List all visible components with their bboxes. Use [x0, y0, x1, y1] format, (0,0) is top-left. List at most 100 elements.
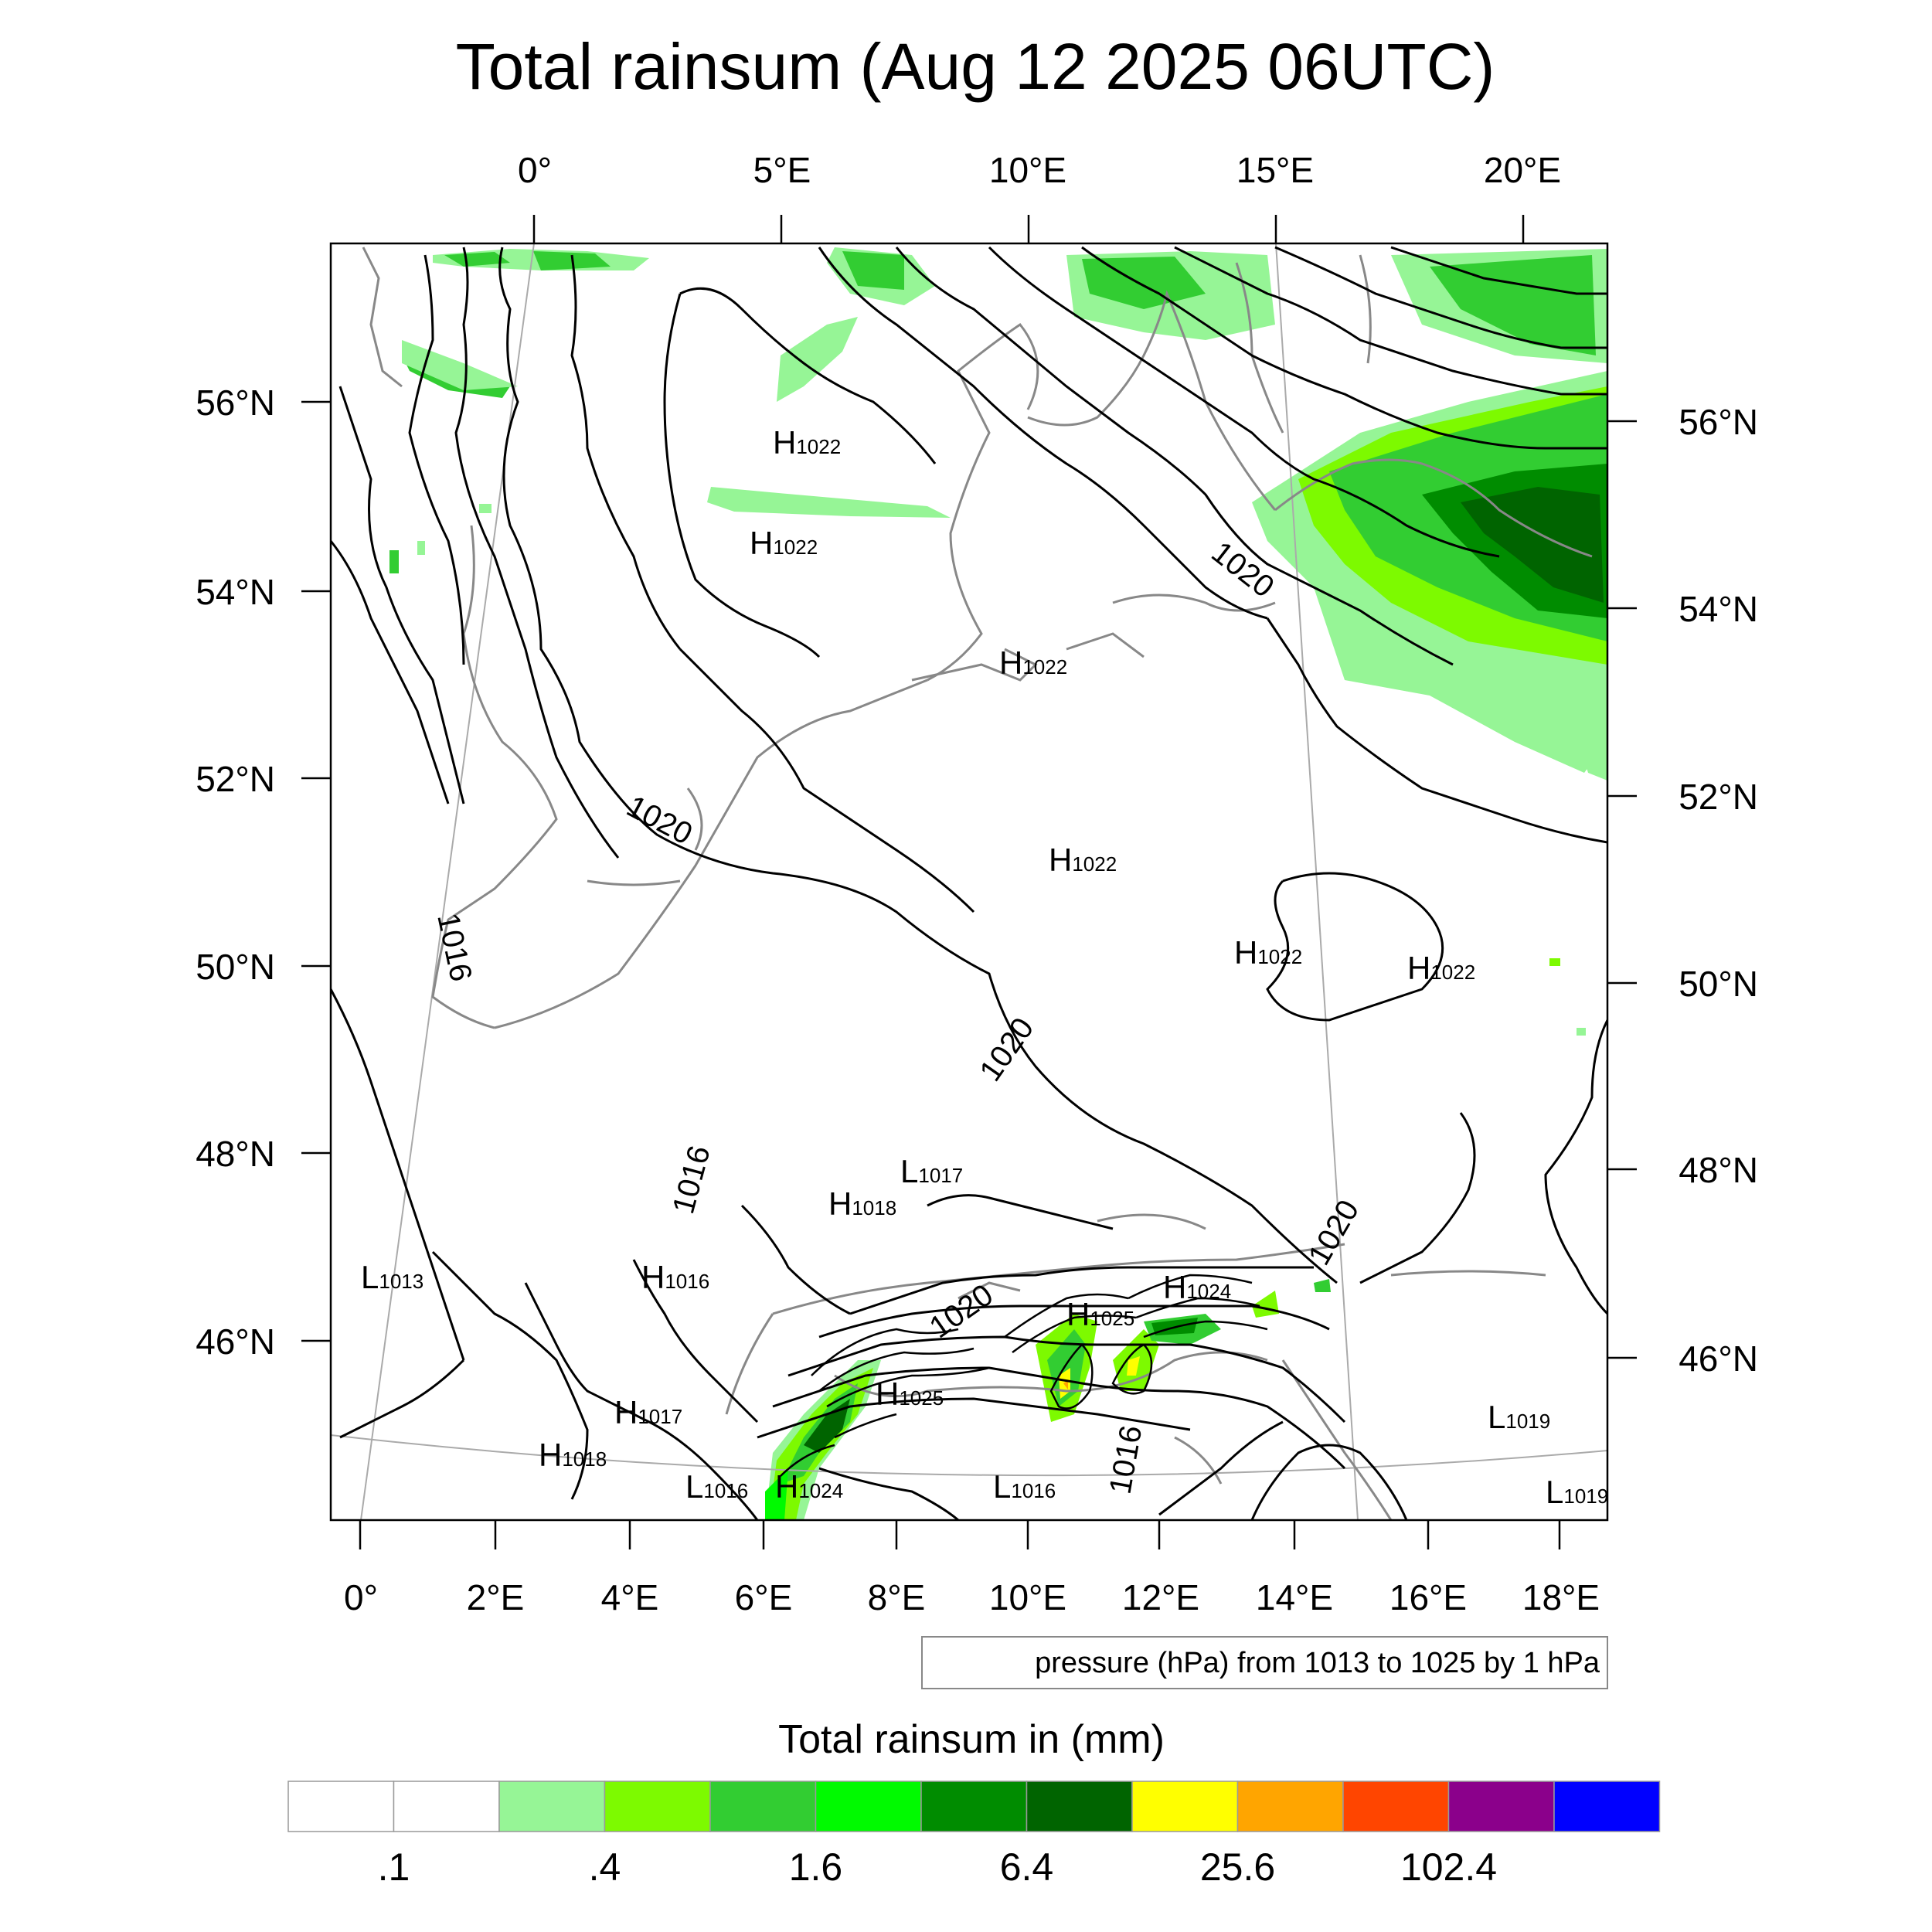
pressure-center: L1013: [361, 1259, 423, 1295]
colorbar-labels: .1 .4 1.6 6.4 25.6 102.4: [378, 1845, 1497, 1889]
rain-spot: [389, 550, 399, 573]
pressure-center: H1018: [828, 1185, 896, 1222]
colorbar: Total rainsum in (mm) .1 .4 1.6 6.4 25.6 102.…: [287, 1717, 1661, 1889]
colorbar-label: 6.4: [1000, 1845, 1054, 1889]
pressure-center: H1022: [999, 645, 1067, 681]
rain-spot: [417, 541, 425, 555]
left-latitude-axis: 56°N 54°N 52°N 50°N 48°N 46°N: [196, 383, 331, 1362]
pressure-center: H1022: [750, 525, 818, 561]
rain-area: [777, 317, 858, 402]
colorbar-swatch: [1342, 1781, 1450, 1832]
colorbar-swatch: [1131, 1781, 1239, 1832]
rain-area: [1461, 487, 1604, 603]
pressure-center: H1024: [775, 1468, 843, 1505]
colorbar-label: .4: [589, 1845, 621, 1889]
pressure-center: H1025: [876, 1376, 944, 1412]
top-longitude-axis: 0° 5°E 10°E 15°E 20°E: [518, 150, 1561, 243]
lat-right-label: 46°N: [1679, 1338, 1758, 1379]
lon-top-label: 10°E: [989, 150, 1066, 190]
rain-area: [1314, 1279, 1331, 1292]
lon-bottom-label: 0°: [344, 1577, 378, 1617]
rain-area: [707, 487, 951, 518]
colorbar-swatch: [815, 1781, 922, 1832]
colorbar-title: Total rainsum in (mm): [778, 1717, 1165, 1762]
pressure-center: H1017: [614, 1394, 682, 1430]
pressure-center: H1022: [1234, 934, 1302, 971]
pressure-centers: H1022 H1022 H1022 H1022 H1022 H1022 L101…: [361, 424, 1608, 1510]
rain-area: [402, 340, 518, 390]
rain-field-layer: [389, 247, 1607, 1520]
pressure-center: H1022: [1049, 842, 1117, 878]
pressure-center: L1017: [900, 1153, 963, 1189]
lon-top-label: 5°E: [753, 150, 811, 190]
pressure-center: H1022: [1407, 950, 1475, 986]
lat-left-label: 50°N: [196, 947, 275, 987]
colorbar-boxes: [287, 1781, 1661, 1832]
rain-area: [1063, 1380, 1068, 1389]
colorbar-swatch: [1026, 1781, 1133, 1832]
rain-area: [444, 252, 510, 267]
lat-right-label: 52°N: [1679, 777, 1758, 817]
lat-right-label: 54°N: [1679, 589, 1758, 629]
isobar-layer: [331, 246, 1607, 1520]
rain-spot: [1549, 958, 1560, 966]
lon-bottom-label: 6°E: [735, 1577, 793, 1617]
colorbar-label: 25.6: [1200, 1845, 1275, 1889]
pressure-center: H1018: [539, 1437, 607, 1473]
lat-right-label: 50°N: [1679, 964, 1758, 1004]
lat-left-label: 54°N: [196, 572, 275, 612]
lon-bottom-label: 10°E: [989, 1577, 1066, 1617]
rain-spot: [1577, 1028, 1586, 1036]
lon-top-label: 0°: [518, 150, 552, 190]
colorbar-label: 1.6: [789, 1845, 843, 1889]
colorbar-label: 102.4: [1400, 1845, 1497, 1889]
lat-left-label: 46°N: [196, 1321, 275, 1362]
lon-bottom-label: 18°E: [1522, 1577, 1600, 1617]
coastline-layer: [362, 247, 1593, 1520]
pressure-center: L1019: [1488, 1399, 1550, 1435]
map-panel: 1020 1020 1016 1020 1016 1020 1020 1016 …: [329, 242, 1609, 1522]
colorbar-swatch: [1236, 1781, 1344, 1832]
map-title: Total rainsum (Aug 12 2025 06UTC): [456, 30, 1495, 103]
pressure-center: L1019: [1546, 1474, 1608, 1510]
rain-area: [1127, 1356, 1140, 1376]
colorbar-swatch: [709, 1781, 817, 1832]
lat-left-label: 48°N: [196, 1134, 275, 1174]
right-latitude-axis: 56°N 54°N 52°N 50°N 48°N 46°N: [1607, 402, 1758, 1379]
pressure-center: H1024: [1163, 1269, 1231, 1305]
lon-bottom-label: 16°E: [1389, 1577, 1467, 1617]
lon-bottom-label: 14°E: [1256, 1577, 1333, 1617]
lon-bottom-label: 4°E: [601, 1577, 659, 1617]
lon-top-label: 15°E: [1236, 150, 1314, 190]
rain-spot: [479, 504, 492, 513]
pressure-center: L1016: [685, 1468, 748, 1505]
colorbar-swatch: [920, 1781, 1028, 1832]
colorbar-label: .1: [378, 1845, 410, 1889]
rain-area: [842, 251, 904, 290]
lon-top-label: 20°E: [1484, 150, 1561, 190]
rain-area: [1082, 257, 1206, 309]
lat-right-label: 56°N: [1679, 402, 1758, 442]
pressure-center: L1016: [993, 1468, 1056, 1505]
colorbar-swatch: [393, 1781, 500, 1832]
contour-info-box: pressure (hPa) from 1013 to 1025 by 1 hP…: [921, 1636, 1608, 1689]
lat-left-label: 52°N: [196, 759, 275, 799]
rain-area: [1047, 1329, 1086, 1406]
map-border: [329, 242, 1609, 1522]
lon-bottom-label: 2°E: [467, 1577, 525, 1617]
lon-bottom-label: 12°E: [1122, 1577, 1199, 1617]
pressure-center: H1016: [641, 1259, 709, 1295]
bottom-longitude-axis: 0° 2°E 4°E 6°E 8°E 10°E 12°E 14°E 16°E 1…: [344, 1520, 1600, 1617]
rain-area: [1569, 680, 1607, 781]
pressure-center: H1025: [1066, 1296, 1134, 1332]
colorbar-swatch: [1447, 1781, 1555, 1832]
lat-left-label: 56°N: [196, 383, 275, 423]
rain-area: [765, 1468, 788, 1520]
lon-bottom-label: 8°E: [868, 1577, 926, 1617]
rain-area: [804, 1399, 850, 1453]
colorbar-swatch: [1553, 1781, 1661, 1832]
pressure-center: H1022: [773, 424, 841, 461]
alpine-isobar-cluster: [780, 1274, 1268, 1477]
colorbar-swatch: [498, 1781, 606, 1832]
